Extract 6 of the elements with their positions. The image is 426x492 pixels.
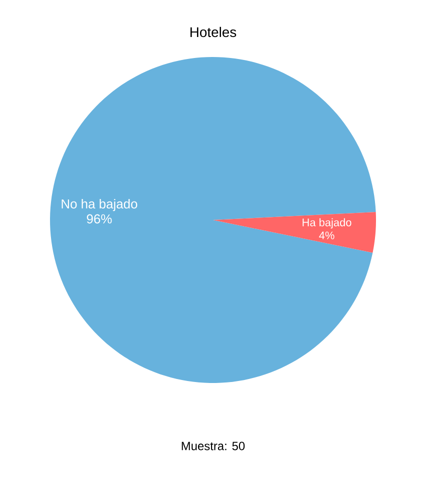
slice-label: Ha bajado: [302, 218, 352, 228]
data-label: 96%: [86, 214, 112, 224]
data-label: 4%: [319, 232, 334, 240]
slice-label: No ha bajado: [62, 199, 138, 212]
text: Muestra: 50: [182, 442, 245, 450]
chart-title: Hoteles: [190, 26, 236, 38]
